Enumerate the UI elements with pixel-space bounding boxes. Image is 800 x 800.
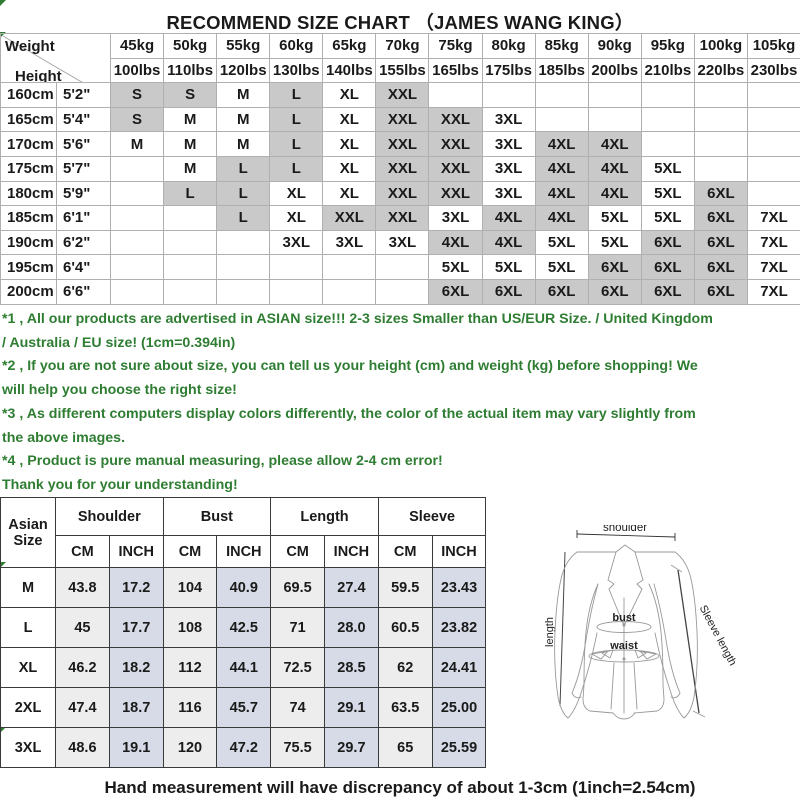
svg-text:waist: waist [609, 640, 638, 652]
svg-text:bust: bust [612, 612, 636, 624]
svg-text:shoulder: shoulder [603, 525, 647, 534]
svg-text:Sleeve length: Sleeve length [697, 603, 739, 668]
